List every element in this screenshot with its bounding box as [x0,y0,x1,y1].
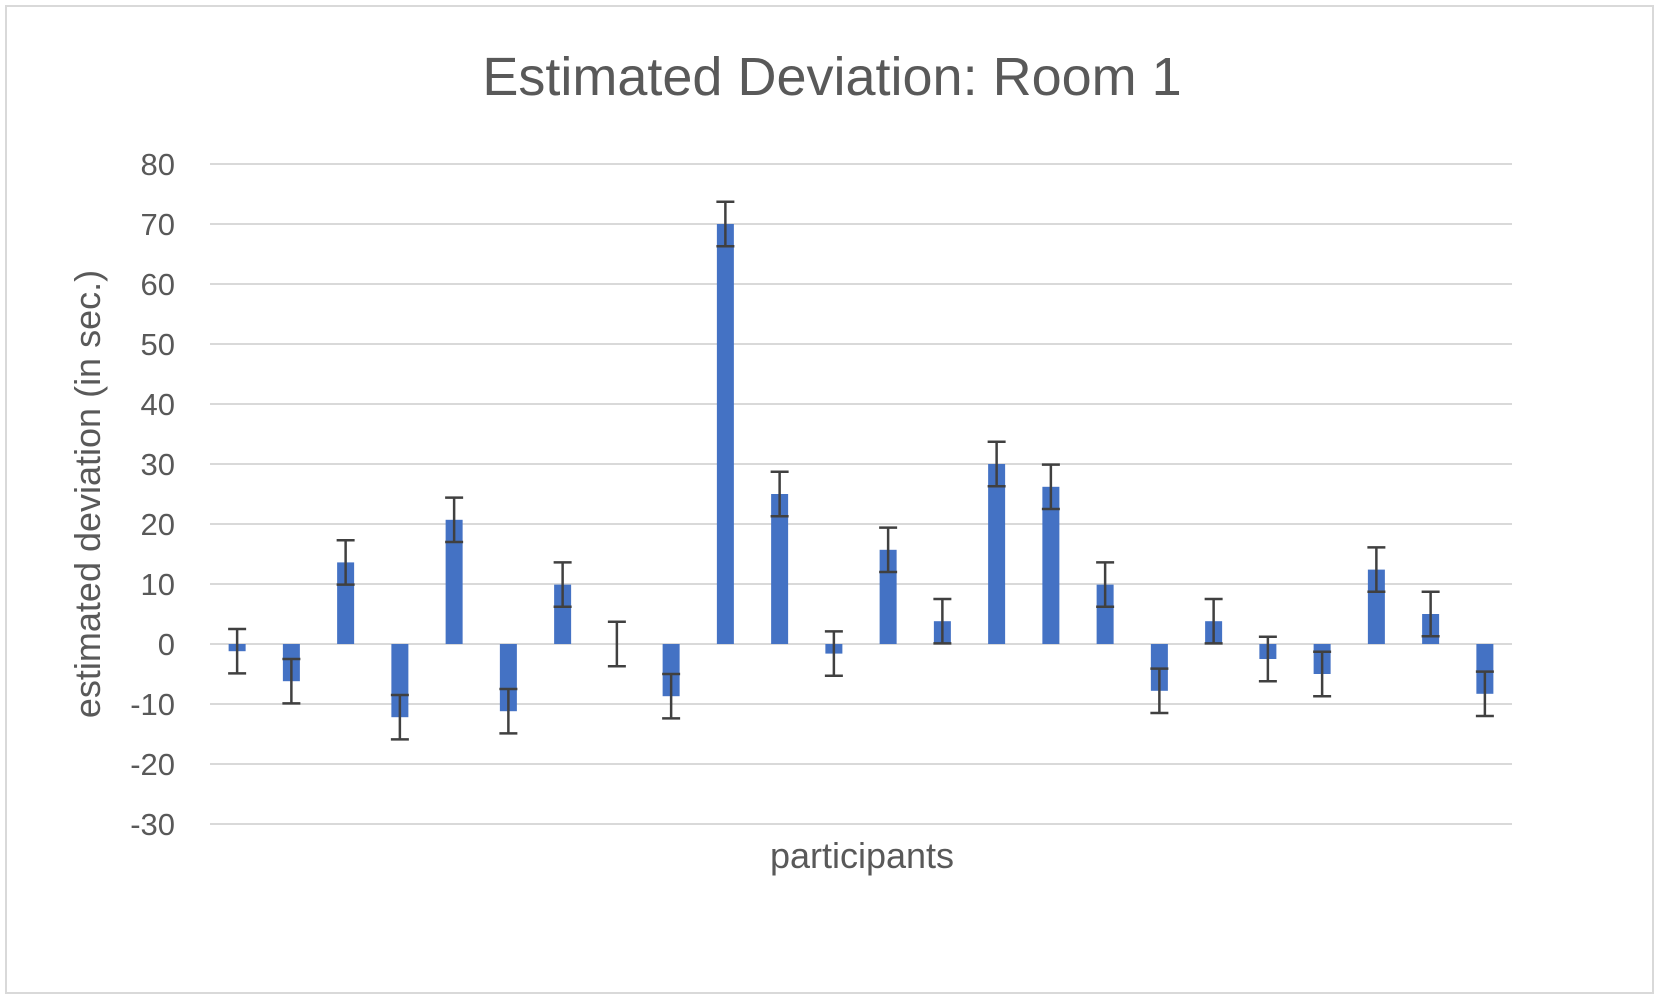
error-bar [1421,590,1440,638]
error-bar [1096,561,1115,609]
error-bar [336,538,355,586]
bar [988,464,1006,644]
bar [445,519,463,644]
error-bar [933,597,952,645]
bar [391,644,409,718]
error-bar [1150,667,1169,715]
y-tick-label: 10 [141,567,175,602]
error-bar [607,620,626,668]
bar [1476,644,1494,694]
y-tick-label: 80 [141,147,175,182]
error-bar [987,440,1006,488]
error-bar [770,470,789,518]
error-bar [1258,635,1277,683]
y-tick-label: -30 [130,807,175,842]
error-bar [716,200,735,248]
error-bar [390,693,409,741]
bar [879,549,897,644]
bar [771,494,789,644]
y-tick-label: 30 [141,447,175,482]
error-bar [1313,650,1332,698]
error-bar [879,526,898,574]
error-bar [499,687,518,735]
y-tick-label: 0 [158,627,175,662]
y-tick-label: 50 [141,327,175,362]
y-tick-label: 20 [141,507,175,542]
gridlines [210,163,1512,825]
bar [554,584,572,644]
error-bar [1204,597,1223,645]
bar [337,562,355,644]
bar [1042,486,1060,644]
bars [228,224,1494,718]
bar [662,644,680,697]
error-bar [282,657,301,705]
y-tick-label: -20 [130,747,175,782]
error-bar [228,627,247,675]
error-bar [1367,546,1386,594]
error-bar [662,672,681,720]
y-axis-label: estimated deviation (in sec.) [67,270,108,718]
error-bars [228,200,1494,741]
error-bar [445,496,464,544]
x-axis-label: participants [770,835,954,876]
error-bar [1041,463,1060,511]
chart-frame [5,5,1654,994]
bar [499,644,517,712]
y-tick-label: 40 [141,387,175,422]
bar [1096,584,1114,644]
y-axis-ticks: 80 70 60 50 40 30 20 10 0 -10 -20 -30 [130,147,175,842]
y-tick-label: 70 [141,207,175,242]
y-tick-label: -10 [130,687,175,722]
error-bar [824,630,843,678]
error-bar [1475,670,1494,718]
y-tick-label: 60 [141,267,175,302]
error-bar [553,561,572,609]
bar [1367,569,1385,644]
chart-title: Estimated Deviation: Room 1 [482,47,1181,107]
bar [716,224,734,644]
